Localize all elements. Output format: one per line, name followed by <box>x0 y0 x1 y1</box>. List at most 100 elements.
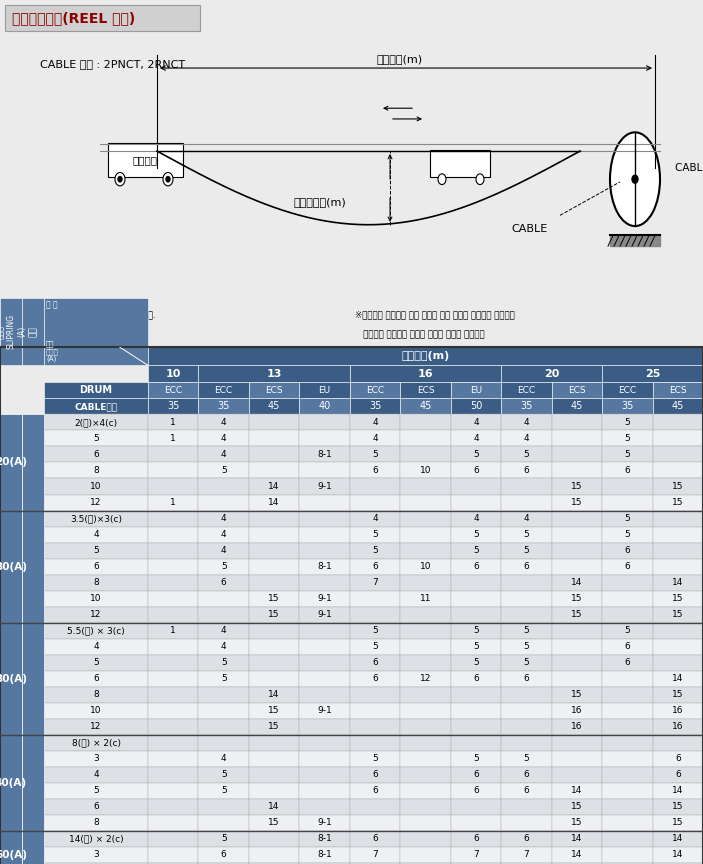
Text: 10: 10 <box>165 369 181 378</box>
Text: 10: 10 <box>90 594 102 603</box>
Bar <box>552 511 602 526</box>
Text: 15: 15 <box>672 610 683 619</box>
Bar <box>299 734 350 751</box>
Bar <box>148 415 198 430</box>
Bar <box>299 863 350 864</box>
Text: 5: 5 <box>524 626 529 635</box>
Bar <box>652 799 703 815</box>
Bar <box>198 494 249 511</box>
Bar <box>602 462 652 479</box>
Bar <box>501 655 552 670</box>
Text: 5: 5 <box>524 530 529 539</box>
Bar <box>249 511 299 526</box>
Bar <box>148 655 198 670</box>
Bar <box>350 783 400 799</box>
Bar <box>602 398 652 415</box>
Bar <box>350 670 400 687</box>
Bar <box>552 767 602 783</box>
Text: 5: 5 <box>221 771 226 779</box>
Bar <box>400 831 451 847</box>
Bar <box>350 799 400 815</box>
Bar <box>198 511 249 526</box>
Text: 45: 45 <box>419 402 432 411</box>
Text: EU: EU <box>470 386 482 395</box>
Bar <box>652 462 703 479</box>
Bar <box>552 479 602 494</box>
Text: 11: 11 <box>420 594 431 603</box>
Text: 14: 14 <box>672 835 683 843</box>
Text: 5: 5 <box>524 546 529 555</box>
Text: 6: 6 <box>372 771 378 779</box>
Text: 14: 14 <box>269 690 280 699</box>
Text: 15: 15 <box>571 482 583 491</box>
Text: 6: 6 <box>473 786 479 796</box>
Bar <box>350 638 400 655</box>
Bar <box>652 783 703 799</box>
Text: 14: 14 <box>672 786 683 796</box>
Text: 14: 14 <box>571 786 583 796</box>
Bar <box>198 702 249 719</box>
Bar <box>148 847 198 863</box>
Bar <box>501 670 552 687</box>
Bar <box>400 847 451 863</box>
Bar <box>198 383 249 398</box>
Bar <box>501 479 552 494</box>
Text: 4: 4 <box>221 450 226 459</box>
Text: 4: 4 <box>221 754 226 764</box>
Bar <box>652 479 703 494</box>
Text: 13: 13 <box>266 369 282 378</box>
Bar <box>299 783 350 799</box>
Bar <box>198 719 249 734</box>
Bar <box>652 398 703 415</box>
Text: 15: 15 <box>672 690 683 699</box>
Bar <box>501 591 552 607</box>
Bar <box>602 815 652 831</box>
Bar <box>350 543 400 559</box>
Bar <box>501 543 552 559</box>
Text: 8-1: 8-1 <box>317 562 332 571</box>
Text: 5: 5 <box>221 658 226 667</box>
Text: ECS: ECS <box>568 386 586 395</box>
Bar <box>602 702 652 719</box>
Bar <box>44 494 148 511</box>
Circle shape <box>115 173 125 186</box>
Bar <box>652 559 703 575</box>
Bar <box>501 494 552 511</box>
Text: 4: 4 <box>372 434 378 443</box>
Bar <box>501 415 552 430</box>
Bar <box>552 719 602 734</box>
Text: 6: 6 <box>372 674 378 683</box>
Bar <box>299 447 350 462</box>
Text: 15: 15 <box>269 818 280 828</box>
Bar <box>451 687 501 702</box>
Text: ECC: ECC <box>618 386 636 395</box>
Bar <box>552 863 602 864</box>
Bar <box>0 415 22 511</box>
Text: 15: 15 <box>269 594 280 603</box>
Bar <box>602 383 652 398</box>
Text: 5: 5 <box>372 450 378 459</box>
Bar <box>451 494 501 511</box>
Text: 8-1: 8-1 <box>317 450 332 459</box>
Bar <box>501 511 552 526</box>
Bar <box>0 298 22 365</box>
Text: 16: 16 <box>418 369 433 378</box>
Bar <box>22 831 44 864</box>
Text: 6: 6 <box>524 771 529 779</box>
Bar <box>249 783 299 799</box>
Bar <box>22 623 44 734</box>
Bar <box>350 494 400 511</box>
Bar <box>249 559 299 575</box>
Bar <box>400 415 451 430</box>
Bar <box>602 638 652 655</box>
Bar <box>249 863 299 864</box>
Text: 10: 10 <box>90 706 102 715</box>
Text: 8: 8 <box>93 690 99 699</box>
Bar <box>299 687 350 702</box>
Text: 5: 5 <box>524 450 529 459</box>
Bar <box>501 462 552 479</box>
Bar <box>148 623 198 638</box>
Bar <box>249 462 299 479</box>
Bar <box>198 799 249 815</box>
Bar <box>350 655 400 670</box>
